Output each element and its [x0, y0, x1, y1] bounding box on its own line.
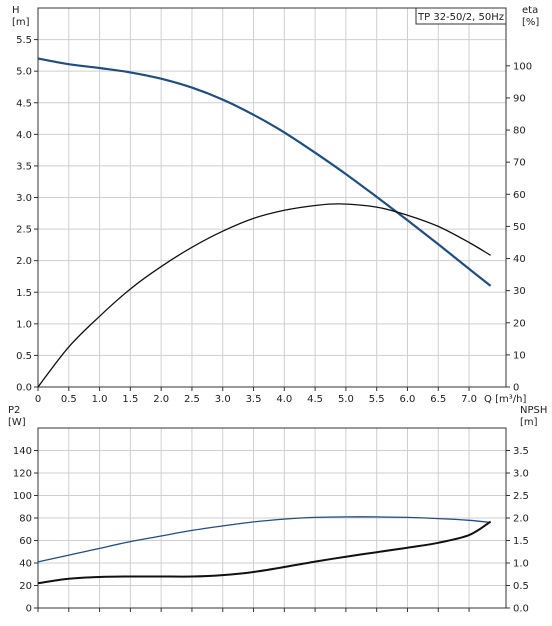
x-tick-label: 2.0	[153, 394, 169, 405]
series-line-1	[37, 516, 491, 563]
x-tick-label: 4.5	[307, 394, 323, 405]
x-tick-label: 6.0	[400, 394, 416, 405]
left-tick-label: 2.0	[16, 256, 32, 267]
right-tick-label: 20	[513, 318, 526, 329]
left-tick-label: 80	[19, 514, 32, 525]
left-tick-label: 1.0	[16, 319, 32, 330]
left-tick-label: 2.5	[16, 225, 32, 236]
left-tick-label: 100	[13, 491, 32, 502]
right-axis-title: eta	[522, 5, 538, 16]
x-tick-label: 1.5	[122, 394, 138, 405]
left-axis-title: P2	[8, 405, 20, 416]
x-tick-label: 3.0	[215, 394, 231, 405]
right-tick-label: 2.0	[513, 514, 529, 525]
left-tick-label: 0.5	[16, 351, 32, 362]
x-tick-label: 0	[35, 394, 41, 405]
series-line-2	[37, 520, 492, 585]
left-axis-unit: [m]	[12, 17, 30, 28]
x-tick-label: 3.5	[246, 394, 262, 405]
right-tick-label: 40	[513, 254, 526, 265]
x-tick-label: 6.5	[430, 394, 446, 405]
series-line-2	[37, 203, 491, 388]
x-tick-label: 4.0	[276, 394, 292, 405]
right-tick-label: 100	[513, 61, 532, 72]
right-tick-label: 10	[513, 350, 526, 361]
left-tick-label: 140	[13, 446, 32, 457]
x-axis-title: Q [m³/h]	[484, 394, 526, 405]
right-tick-label: 0.0	[513, 604, 529, 615]
series-line-1	[37, 57, 492, 287]
left-tick-label: 1.5	[16, 288, 32, 299]
right-axis-unit: [m]	[520, 417, 538, 428]
title-box	[415, 7, 507, 25]
right-tick-label: 30	[513, 286, 526, 297]
right-tick-label: 80	[513, 126, 526, 137]
right-tick-label: 60	[513, 190, 526, 201]
right-tick-label: 90	[513, 93, 526, 104]
right-tick-label: 3.0	[513, 469, 529, 480]
right-tick-label: 70	[513, 158, 526, 169]
left-tick-label: 4.5	[16, 98, 32, 109]
chart-panel-1: 0.0 0.5 1.0 1.5 2.0 2.5 3.0 3.5 4.0 4.5 5.0 5.5 0 10 2…	[12, 5, 539, 405]
left-axis-unit: [W]	[8, 417, 26, 428]
left-tick-label: 0.0	[16, 383, 32, 394]
left-tick-label: 5.0	[16, 67, 32, 78]
left-axis-title: H	[12, 5, 20, 16]
left-tick-label: 5.5	[16, 35, 32, 46]
chart-title: TP 32-50/2, 50Hz	[417, 12, 504, 23]
right-axis-title: NPSH	[520, 405, 547, 416]
left-tick-label: 120	[13, 469, 32, 480]
left-tick-label: 4.0	[16, 130, 32, 141]
left-tick-label: 20	[19, 581, 32, 592]
x-tick-label: 7.0	[461, 394, 477, 405]
left-tick-label: 3.0	[16, 193, 32, 204]
left-tick-label: 40	[19, 559, 32, 570]
right-tick-label: 0	[513, 383, 519, 394]
right-tick-label: 1.0	[513, 559, 529, 570]
x-tick-label: 5.0	[338, 394, 354, 405]
x-tick-label: 1.0	[92, 394, 108, 405]
right-tick-label: 0.5	[513, 581, 529, 592]
chart-panel-2: 0 20 40 60 80 100 120 140 0.0 0.5 1.0 1.5 2.0 2.5 3.0 3…	[8, 405, 547, 615]
x-tick-label: 0.5	[61, 394, 77, 405]
right-tick-label: 50	[513, 222, 526, 233]
right-tick-label: 1.5	[513, 536, 529, 547]
right-tick-label: 3.5	[513, 446, 529, 457]
x-tick-label: 2.5	[184, 394, 200, 405]
x-tick-label: 5.5	[369, 394, 385, 405]
left-tick-label: 3.5	[16, 161, 32, 172]
right-axis-unit: [%]	[522, 17, 539, 28]
right-tick-label: 2.5	[513, 491, 529, 502]
left-tick-label: 60	[19, 536, 32, 547]
left-tick-label: 0	[26, 604, 32, 615]
